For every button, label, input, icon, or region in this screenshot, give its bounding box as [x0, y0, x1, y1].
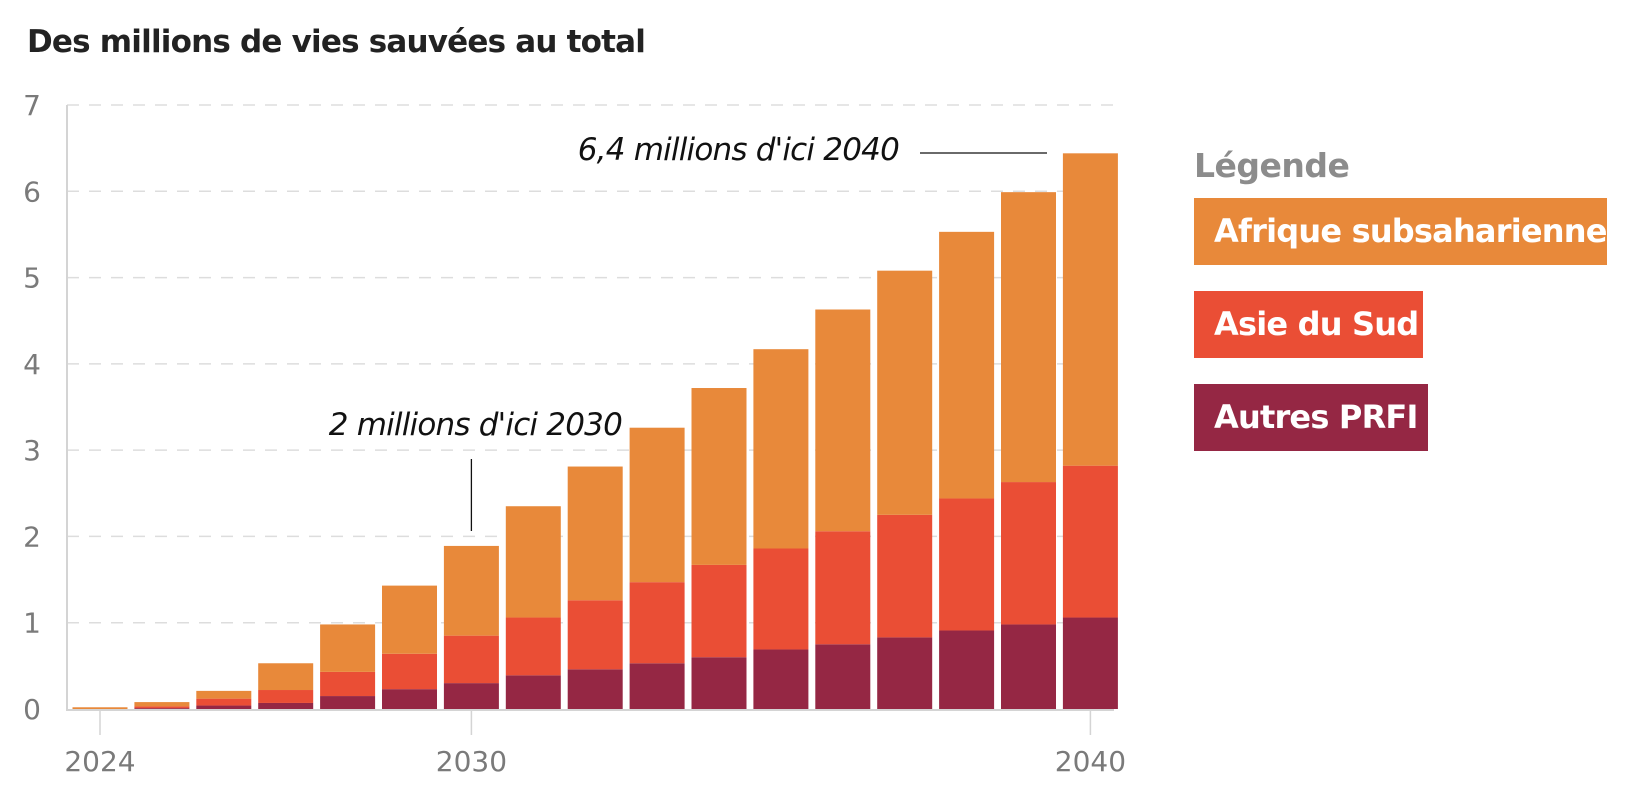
bar-2036-asie-du-sud — [815, 531, 871, 645]
legend: Légende Afrique subsaharienne Asie du Su… — [1194, 142, 1607, 477]
legend-item-afrique-subsaharienne: Afrique subsaharienne — [1194, 198, 1607, 265]
bar-2037-autres-prfi — [877, 637, 933, 709]
x-tick-label: 2040 — [1055, 745, 1126, 778]
bar-2033-autres-prfi — [629, 663, 685, 709]
bar-2039-afrique-subsaharienne — [1001, 192, 1056, 483]
bar-2038-asie-du-sud — [939, 498, 995, 631]
x-tick-label: 2030 — [436, 745, 507, 778]
bar-2028-afrique-subsaharienne — [320, 624, 376, 672]
bar-2030-autres-prfi — [443, 683, 499, 709]
legend-label: Autres PRFI — [1214, 398, 1418, 436]
bar-2033-asie-du-sud — [629, 582, 685, 664]
bar-2025-afrique-subsaharienne — [134, 702, 190, 707]
bar-2032-asie-du-sud — [567, 600, 623, 670]
bars — [72, 153, 1118, 710]
bar-2037-afrique-subsaharienne — [877, 270, 933, 515]
bar-2038-afrique-subsaharienne — [939, 231, 995, 499]
bar-2035-afrique-subsaharienne — [753, 349, 809, 549]
annotations: 2 millions d'ici 2030 6,4 millions d'ici… — [329, 132, 1047, 531]
legend-label: Asie du Sud — [1214, 305, 1419, 343]
x-axis: 2024 2030 2040 — [64, 709, 1126, 778]
bar-2028-asie-du-sud — [320, 671, 376, 697]
y-tick-label: 1 — [23, 607, 41, 640]
bar-2040-afrique-subsaharienne — [1062, 153, 1118, 466]
bar-2025-asie-du-sud — [134, 706, 190, 709]
bar-2024-afrique-subsaharienne — [72, 707, 128, 709]
bar-2029-asie-du-sud — [382, 653, 437, 690]
y-tick-label: 3 — [23, 434, 41, 467]
bar-2039-asie-du-sud — [1001, 482, 1056, 625]
y-axis: 0 1 2 3 4 5 6 7 — [23, 89, 68, 726]
bar-2027-asie-du-sud — [258, 690, 314, 703]
legend-label: Afrique subsaharienne — [1214, 212, 1607, 250]
y-tick-label: 0 — [23, 693, 41, 726]
y-tick-label: 2 — [23, 520, 41, 553]
bar-2040-asie-du-sud — [1062, 465, 1118, 618]
bar-2025-autres-prfi — [134, 708, 190, 710]
bar-2035-asie-du-sud — [753, 548, 809, 650]
bar-2030-afrique-subsaharienne — [443, 545, 499, 636]
bar-2026-autres-prfi — [196, 705, 252, 709]
bar-2027-autres-prfi — [258, 702, 314, 709]
bar-2026-asie-du-sud — [196, 698, 252, 706]
bar-2026-afrique-subsaharienne — [196, 690, 252, 699]
y-tick-label: 4 — [23, 348, 41, 381]
bar-2036-autres-prfi — [815, 644, 871, 709]
y-tick-label: 7 — [23, 89, 41, 122]
bar-2032-afrique-subsaharienne — [567, 466, 623, 601]
annotation-2030: 2 millions d'ici 2030 — [329, 407, 622, 443]
bar-2029-afrique-subsaharienne — [382, 585, 437, 654]
bar-2027-afrique-subsaharienne — [258, 663, 314, 691]
bar-2032-autres-prfi — [567, 669, 623, 709]
bar-2036-afrique-subsaharienne — [815, 309, 871, 532]
bar-2039-autres-prfi — [1001, 624, 1056, 709]
x-tick-label: 2024 — [64, 745, 135, 778]
bar-2031-afrique-subsaharienne — [505, 506, 561, 618]
bar-2033-afrique-subsaharienne — [629, 427, 685, 583]
bar-2035-autres-prfi — [753, 649, 809, 709]
chart-title: Des millions de vies sauvées au total — [27, 24, 646, 60]
bar-2031-autres-prfi — [505, 675, 561, 709]
bar-2034-autres-prfi — [691, 657, 747, 709]
bar-2037-asie-du-sud — [877, 514, 933, 638]
bar-2028-autres-prfi — [320, 696, 376, 709]
bar-2034-asie-du-sud — [691, 564, 747, 658]
bar-2040-autres-prfi — [1062, 617, 1118, 709]
bar-2034-afrique-subsaharienne — [691, 388, 747, 565]
y-tick-label: 6 — [23, 175, 41, 208]
annotation-2040: 6,4 millions d'ici 2040 — [578, 132, 899, 168]
legend-item-autres-prfi: Autres PRFI — [1194, 384, 1428, 451]
bar-2038-autres-prfi — [939, 630, 995, 709]
bar-2030-asie-du-sud — [443, 635, 499, 684]
legend-item-asie-du-sud: Asie du Sud — [1194, 291, 1423, 358]
bar-2031-asie-du-sud — [505, 617, 561, 676]
bar-2029-autres-prfi — [382, 689, 437, 709]
legend-title: Légende — [1194, 146, 1350, 185]
y-tick-label: 5 — [23, 262, 41, 295]
